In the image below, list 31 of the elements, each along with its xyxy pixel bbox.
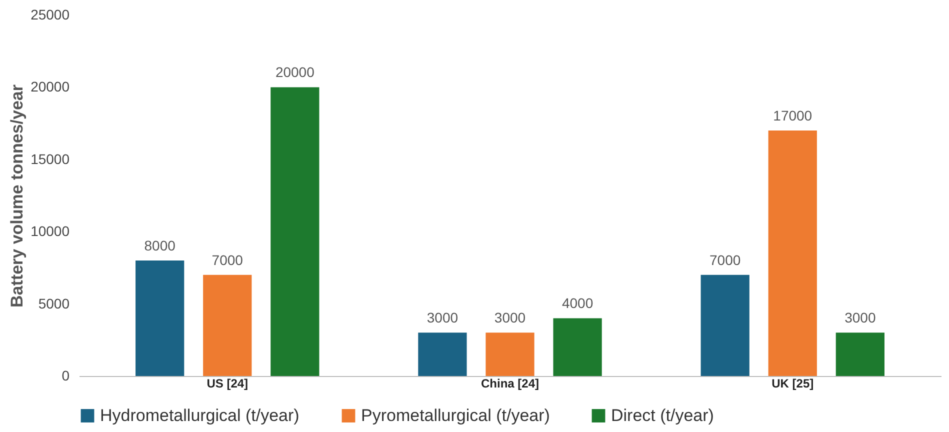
bar bbox=[136, 260, 184, 376]
y-tick-label: 0 bbox=[62, 368, 70, 384]
data-label: 3000 bbox=[494, 310, 526, 326]
legend-label: Pyrometallurgical (t/year) bbox=[361, 406, 550, 425]
legend-label: Hydrometallurgical (t/year) bbox=[100, 406, 300, 425]
x-tick-label: UK [25] bbox=[772, 376, 814, 390]
data-label: 8000 bbox=[144, 237, 176, 254]
x-tick-label: US [24] bbox=[206, 376, 248, 390]
bar bbox=[700, 274, 750, 376]
bar bbox=[836, 332, 884, 376]
data-label: 4000 bbox=[562, 295, 594, 312]
data-label: 3000 bbox=[844, 310, 876, 326]
y-tick-label: 25000 bbox=[30, 6, 70, 22]
y-axis-title: Battery volume tonnes/year bbox=[8, 84, 27, 308]
bar bbox=[553, 318, 602, 376]
data-label: 7000 bbox=[212, 252, 244, 268]
data-label: 20000 bbox=[275, 64, 315, 80]
y-tick-label: 15000 bbox=[30, 150, 70, 167]
data-label: 7000 bbox=[710, 252, 741, 268]
data-label: 3000 bbox=[426, 310, 458, 326]
bar bbox=[768, 130, 817, 376]
bar bbox=[203, 274, 252, 376]
x-tick-label: China [24] bbox=[480, 376, 540, 390]
y-tick-label: 5000 bbox=[38, 295, 70, 312]
bar bbox=[418, 332, 467, 376]
bar bbox=[486, 332, 534, 376]
legend-label: Direct (t/year) bbox=[611, 406, 714, 425]
data-label: 17000 bbox=[773, 108, 812, 124]
bar bbox=[270, 87, 320, 376]
y-tick-label: 20000 bbox=[30, 78, 70, 95]
y-tick-label: 10000 bbox=[30, 223, 70, 240]
